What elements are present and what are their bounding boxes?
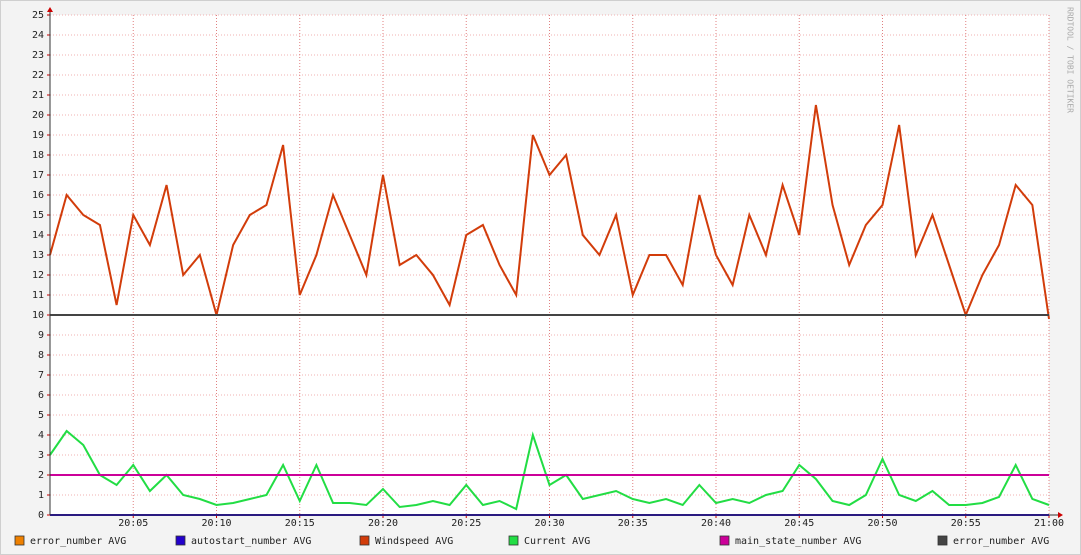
watermark: RRDTOOL / TOBI OETIKER (1066, 7, 1075, 113)
y-tick-label: 18 (32, 150, 44, 161)
y-tick-label: 16 (32, 190, 44, 201)
legend-swatch (719, 535, 730, 546)
y-tick-label: 20 (32, 110, 44, 121)
y-tick-label: 4 (38, 430, 44, 441)
y-tick-label: 5 (38, 410, 44, 421)
y-tick-label: 0 (38, 510, 44, 521)
x-tick-label: 20:40 (701, 518, 731, 529)
legend-label: autostart_number AVG (191, 536, 311, 547)
y-tick-label: 3 (38, 450, 44, 461)
legend-swatch (14, 535, 25, 546)
legend-swatch (508, 535, 519, 546)
y-tick-label: 17 (32, 170, 44, 181)
legend-label: error_number AVG (953, 536, 1049, 547)
x-tick-label: 20:25 (451, 518, 481, 529)
legend-swatch (359, 535, 370, 546)
y-tick-label: 7 (38, 370, 44, 381)
y-tick-label: 25 (32, 10, 44, 21)
x-tick-label: 20:15 (285, 518, 315, 529)
y-tick-label: 6 (38, 390, 44, 401)
legend-swatch (937, 535, 948, 546)
y-arrow (47, 7, 53, 12)
legend-swatch (175, 535, 186, 546)
legend-label: Windspeed AVG (375, 536, 453, 547)
y-tick-label: 10 (32, 310, 44, 321)
y-tick-label: 15 (32, 210, 44, 221)
x-arrow (1058, 512, 1063, 518)
x-tick-label: 20:10 (201, 518, 231, 529)
x-tick-label: 21:00 (1034, 518, 1064, 529)
x-tick-label: 20:05 (118, 518, 148, 529)
y-tick-label: 12 (32, 270, 44, 281)
legend-label: main_state_number AVG (735, 536, 861, 547)
series-line (49, 429, 1050, 511)
y-tick-label: 22 (32, 70, 44, 81)
x-tick-label: 20:50 (867, 518, 897, 529)
y-tick-label: 9 (38, 330, 44, 341)
legend-label: Current AVG (524, 536, 590, 547)
x-tick-label: 20:35 (618, 518, 648, 529)
x-tick-label: 20:55 (951, 518, 981, 529)
y-tick-label: 13 (32, 250, 44, 261)
y-tick-label: 8 (38, 350, 44, 361)
grid (47, 14, 1050, 518)
x-tick-label: 20:45 (784, 518, 814, 529)
x-tick-label: 20:20 (368, 518, 398, 529)
y-tick-label: 2 (38, 470, 44, 481)
y-tick-label: 1 (38, 490, 44, 501)
y-tick-label: 21 (32, 90, 44, 101)
y-tick-label: 14 (32, 230, 44, 241)
legend: error_number AVG autostart_number AVG Wind… (14, 535, 1049, 547)
legend-label: error_number AVG (30, 536, 126, 547)
y-tick-label: 11 (32, 290, 44, 301)
y-tick-label: 23 (32, 50, 44, 61)
x-tick-label: 20:30 (534, 518, 564, 529)
y-tick-label: 19 (32, 130, 44, 141)
y-tick-label: 24 (32, 30, 44, 41)
